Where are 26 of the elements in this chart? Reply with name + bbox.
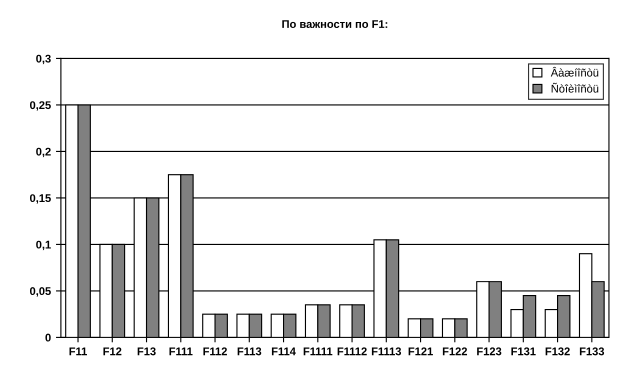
y-tick-label: 0,15 [30,194,51,204]
y-tick-label: 0,3 [36,54,51,64]
legend-label: Ñòîèìîñòü [552,82,598,93]
x-tick-label: F1113 [372,347,402,356]
x-tick-label: F131 [511,347,536,356]
x-tick-label: F1111 [304,348,332,356]
x-tick-label: F13 [138,347,156,356]
x-tick-label: F114 [272,348,296,356]
y-tick-label: 0,25 [30,101,51,111]
x-tick-label: F111 [169,348,193,356]
x-tick-label: F133 [580,347,604,356]
x-tick-label: F132 [546,347,570,356]
x-tick-label: F11 [70,348,87,356]
x-tick-label: F122 [442,347,468,356]
legend-label: Âàæíîñòü [550,66,598,77]
y-tick-label: 0,1 [36,240,51,250]
x-tick-label: F113 [238,347,262,356]
y-tick-label: 0,2 [36,148,51,158]
x-tick-label: F112 [203,347,227,356]
chart-title: По важности по F1: [282,20,388,28]
x-tick-label: F12 [103,347,122,356]
x-tick-label: F1112 [338,347,367,356]
x-tick-label: F123 [477,347,502,356]
y-tick-label: 0 [45,334,51,342]
x-tick-label: F121 [408,347,433,356]
y-tick-label: 0,05 [30,287,51,297]
